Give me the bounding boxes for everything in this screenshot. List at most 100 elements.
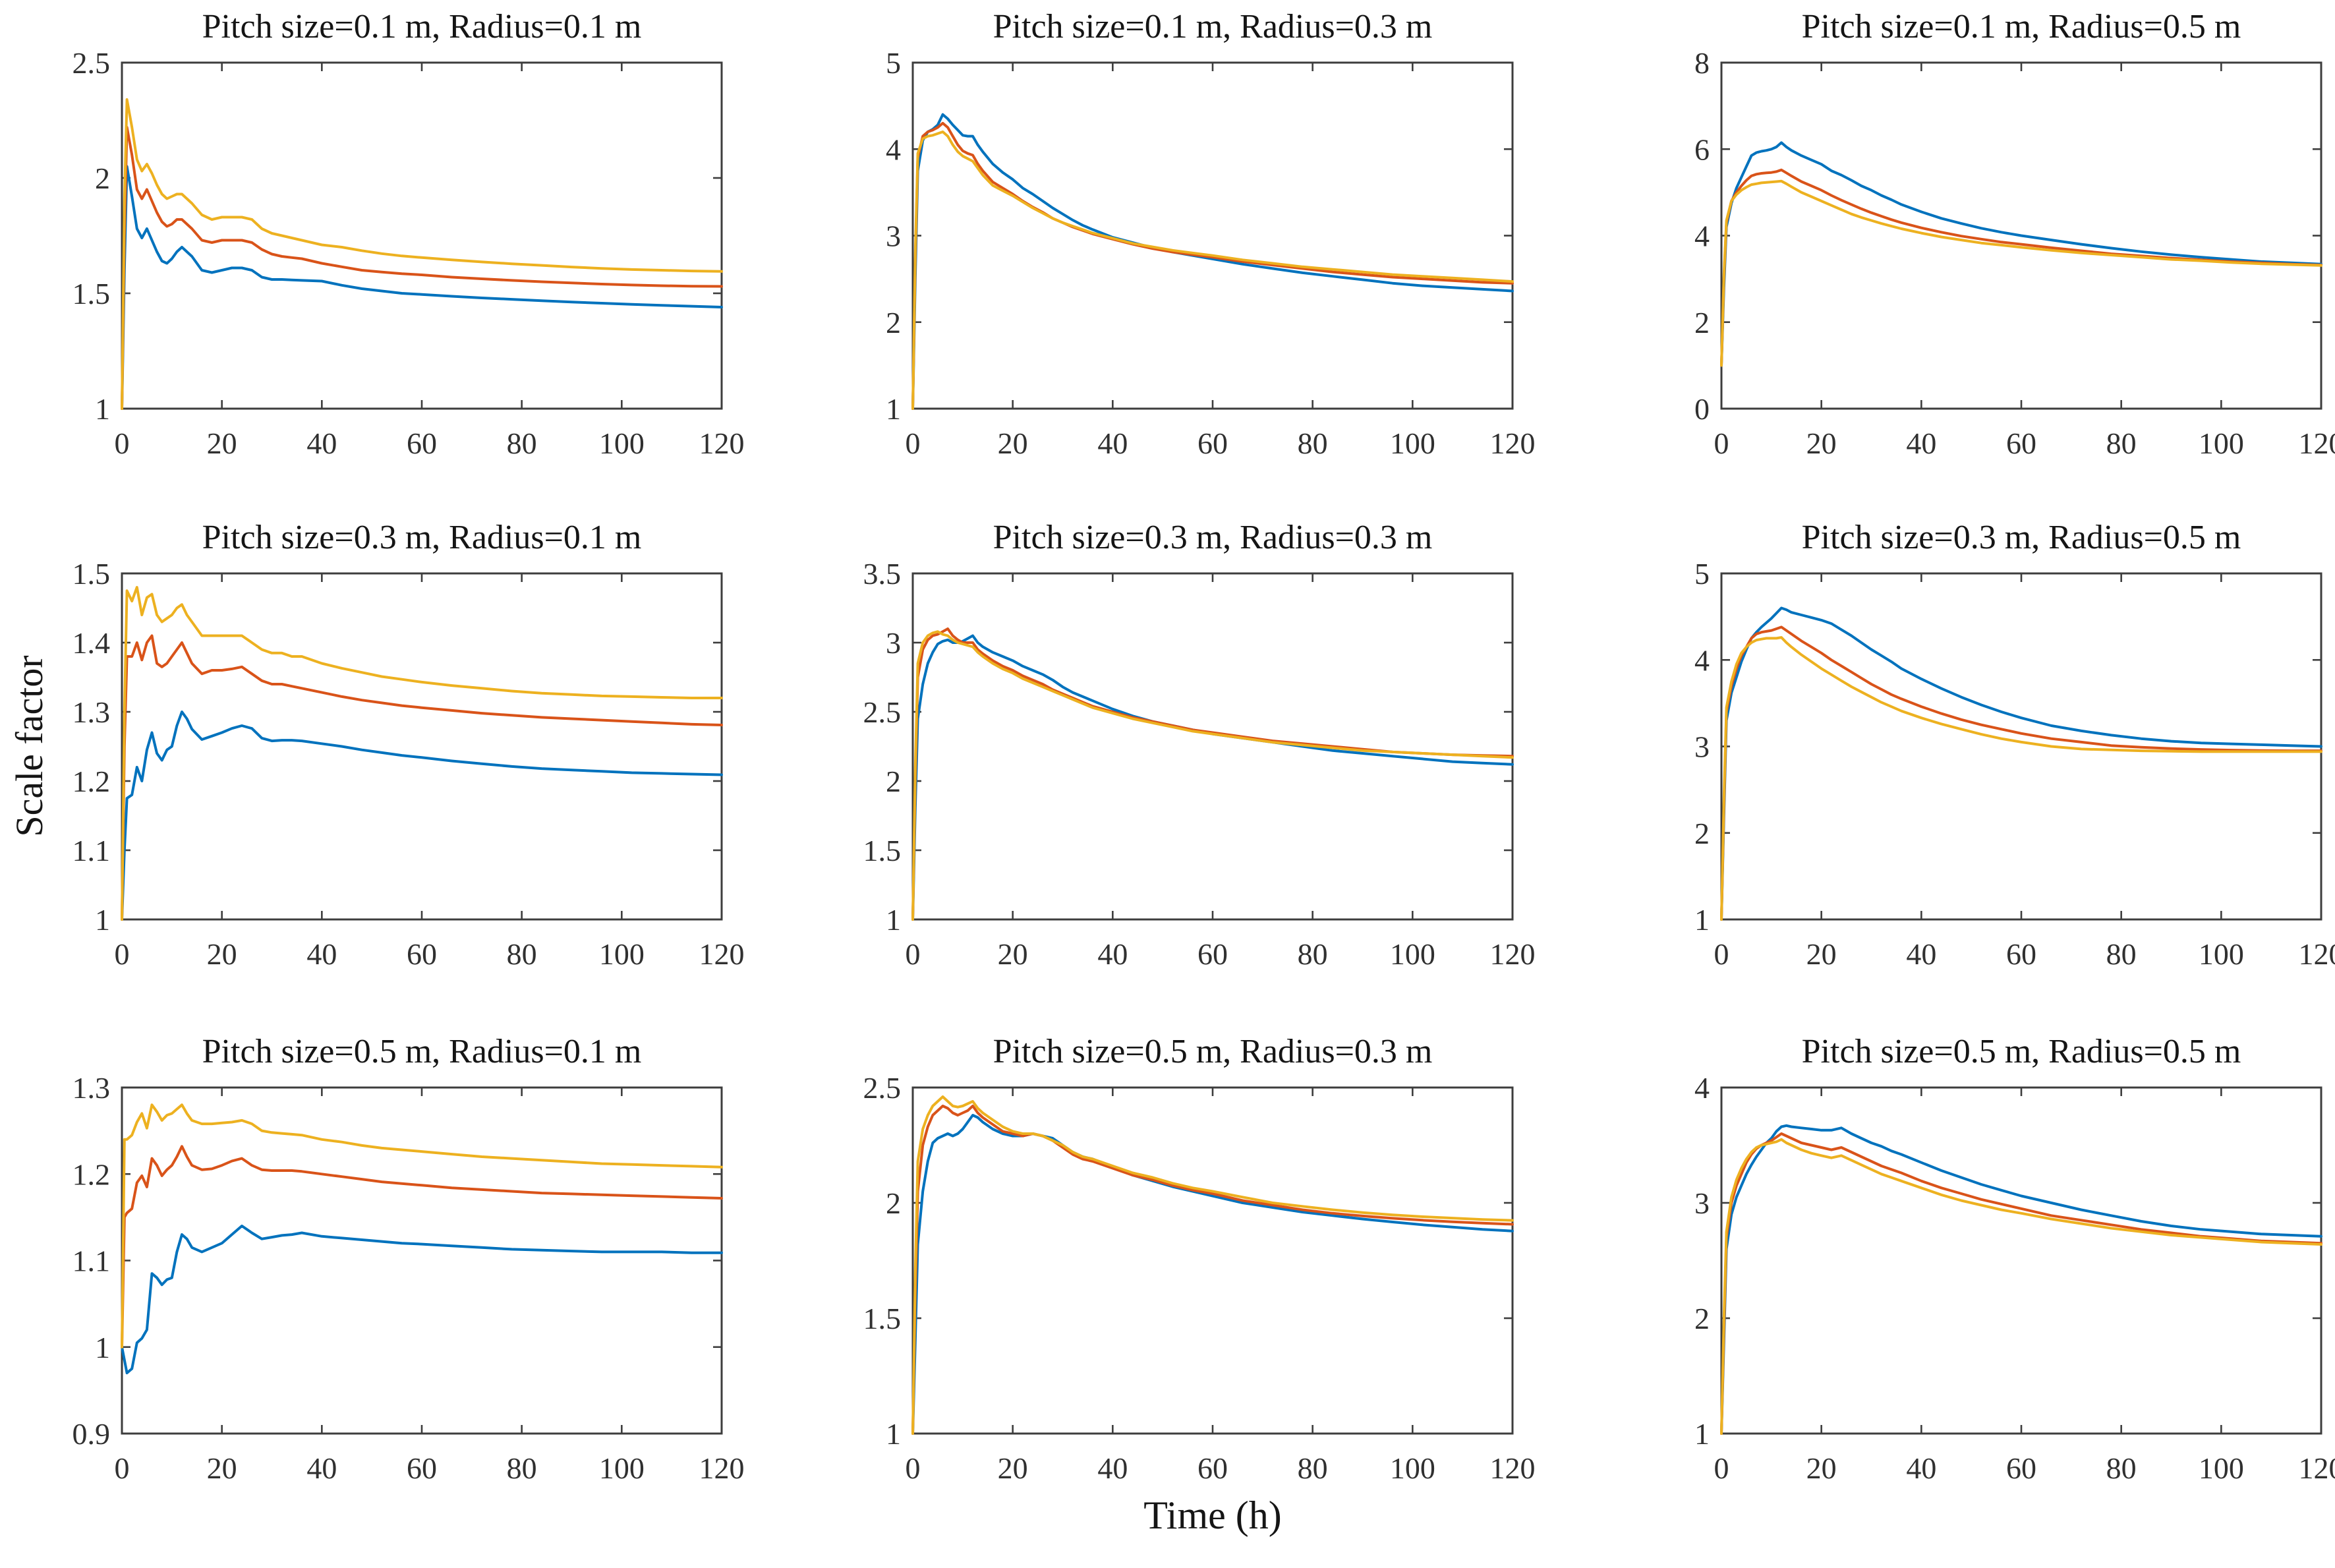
- axis-box: [121, 61, 723, 410]
- subplot-title: Pitch size=0.5 m, Radius=0.1 m: [202, 1033, 642, 1070]
- y-tick-label: 1: [886, 392, 901, 426]
- x-tick-label: 100: [599, 937, 645, 971]
- subplot-pitch-0.5-radius-0.5: Pitch size=0.5 m, Radius=0.5 m 0 20 40 60 80 1…: [1694, 1033, 2335, 1485]
- x-tick-label: 0: [115, 937, 130, 971]
- y-tick-label: 1: [95, 392, 110, 426]
- x-tick-label: 0: [115, 1451, 130, 1485]
- x-tick-label: 40: [1097, 1451, 1128, 1485]
- y-tick-label: 1: [886, 1417, 901, 1451]
- y-tick-label: 2: [886, 765, 901, 798]
- subplot-pitch-0.1-radius-0.3: Pitch size=0.1 m, Radius=0.3 m 0 20 40 60 80 1…: [886, 8, 1536, 460]
- series-line-blue: [1720, 606, 2322, 921]
- x-tick-label: 20: [207, 426, 237, 460]
- axis-box: [911, 61, 1514, 410]
- subplot-title: Pitch size=0.3 m, Radius=0.5 m: [1802, 519, 2241, 556]
- x-tick-label: 40: [1906, 1451, 1936, 1485]
- series-line-yellow: [911, 630, 1514, 921]
- x-tick-label: 60: [407, 1451, 437, 1485]
- x-tick-label: 80: [507, 937, 537, 971]
- x-tick-label: 120: [699, 937, 745, 971]
- x-axis-label: Time (h): [1143, 1494, 1282, 1537]
- x-tick-label: 100: [599, 426, 645, 460]
- series-line-blue: [911, 1114, 1514, 1435]
- x-tick-label: 120: [1490, 1451, 1536, 1485]
- y-tick-label: 2: [95, 161, 110, 195]
- y-tick-label: 5: [886, 46, 901, 80]
- y-tick-label: 3: [1694, 1186, 1710, 1220]
- y-tick-label: 1.5: [72, 557, 111, 591]
- y-tick-label: 1.5: [863, 1302, 902, 1335]
- x-tick-label: 100: [1390, 937, 1435, 971]
- x-tick-label: 120: [699, 426, 745, 460]
- y-tick-label: 1.2: [72, 1157, 111, 1191]
- x-tick-label: 60: [1197, 937, 1228, 971]
- y-tick-label: 1.2: [72, 765, 111, 798]
- y-tick-label: 3: [886, 219, 901, 253]
- y-tick-label: 1.3: [72, 1071, 111, 1105]
- x-tick-label: 20: [207, 1451, 237, 1485]
- series-line-yellow: [1720, 1138, 2322, 1435]
- y-tick-label: 1.5: [72, 277, 111, 310]
- y-tick-label: 1.3: [72, 695, 111, 729]
- axis-box: [121, 572, 723, 921]
- subplot-title: Pitch size=0.1 m, Radius=0.3 m: [993, 8, 1433, 45]
- y-tick-label: 1: [886, 903, 901, 937]
- axis-box: [1720, 572, 2322, 921]
- x-tick-label: 40: [1097, 937, 1128, 971]
- y-tick-label: 5: [1694, 557, 1710, 591]
- series-line-orange: [911, 627, 1514, 921]
- x-tick-label: 20: [1806, 426, 1837, 460]
- x-tick-label: 120: [2299, 1451, 2335, 1485]
- y-tick-label: 2: [1694, 817, 1710, 850]
- y-tick-label: 8: [1694, 46, 1710, 80]
- y-tick-label: 2.5: [863, 695, 902, 729]
- x-tick-label: 60: [1197, 426, 1228, 460]
- x-tick-label: 80: [1298, 937, 1328, 971]
- x-tick-label: 20: [1806, 937, 1837, 971]
- x-tick-label: 0: [1714, 1451, 1729, 1485]
- subplot-title: Pitch size=0.5 m, Radius=0.5 m: [1802, 1033, 2241, 1070]
- subplot-pitch-0.1-radius-0.1: Pitch size=0.1 m, Radius=0.1 m 0 20 40 60 80 1…: [72, 8, 745, 460]
- subplot-pitch-0.3-radius-0.3: Pitch size=0.3 m, Radius=0.3 m 0 20 40 60 80 1…: [863, 519, 1536, 971]
- y-tick-label: 0: [1694, 392, 1710, 426]
- series-line-blue: [911, 113, 1514, 410]
- series-line-orange: [121, 1145, 723, 1349]
- subplot-pitch-0.5-radius-0.3: Pitch size=0.5 m, Radius=0.3 m 0 20 40 60 80 1…: [863, 1033, 1536, 1485]
- series-line-blue: [121, 711, 723, 921]
- x-tick-label: 60: [2006, 1451, 2036, 1485]
- x-tick-label: 100: [2199, 426, 2244, 460]
- axis-box: [911, 1086, 1514, 1435]
- series-line-orange: [1720, 625, 2322, 921]
- series-line-blue: [1720, 1124, 2322, 1435]
- x-tick-label: 80: [2106, 1451, 2137, 1485]
- y-tick-label: 1: [1694, 903, 1710, 937]
- y-tick-label: 2.5: [863, 1071, 902, 1105]
- x-tick-label: 60: [2006, 937, 2036, 971]
- x-tick-label: 60: [2006, 426, 2036, 460]
- x-tick-label: 40: [1906, 937, 1936, 971]
- x-tick-label: 0: [906, 937, 921, 971]
- subplot-pitch-0.5-radius-0.1: Pitch size=0.5 m, Radius=0.1 m 0 20 40 60 80 1…: [72, 1033, 745, 1485]
- x-tick-label: 80: [2106, 426, 2137, 460]
- series-line-yellow: [121, 1103, 723, 1349]
- y-tick-label: 1.4: [72, 626, 111, 660]
- series-line-blue: [121, 165, 723, 410]
- x-tick-label: 80: [1298, 426, 1328, 460]
- x-tick-label: 0: [1714, 426, 1729, 460]
- x-tick-label: 100: [1390, 1451, 1435, 1485]
- y-tick-label: 6: [1694, 132, 1710, 166]
- series-line-yellow: [1720, 179, 2322, 367]
- x-tick-label: 20: [998, 426, 1028, 460]
- x-tick-label: 0: [906, 426, 921, 460]
- x-tick-label: 0: [1714, 937, 1729, 971]
- y-tick-label: 4: [1694, 643, 1710, 677]
- x-tick-label: 100: [2199, 937, 2244, 971]
- series-line-yellow: [121, 98, 723, 410]
- x-tick-label: 120: [1490, 426, 1536, 460]
- y-tick-label: 3: [1694, 730, 1710, 764]
- x-tick-label: 60: [1197, 1451, 1228, 1485]
- series-line-orange: [911, 121, 1514, 410]
- subplot-pitch-0.1-radius-0.5: Pitch size=0.1 m, Radius=0.5 m0 20 40 60 80 1…: [1694, 8, 2335, 460]
- y-tick-label: 2: [886, 306, 901, 339]
